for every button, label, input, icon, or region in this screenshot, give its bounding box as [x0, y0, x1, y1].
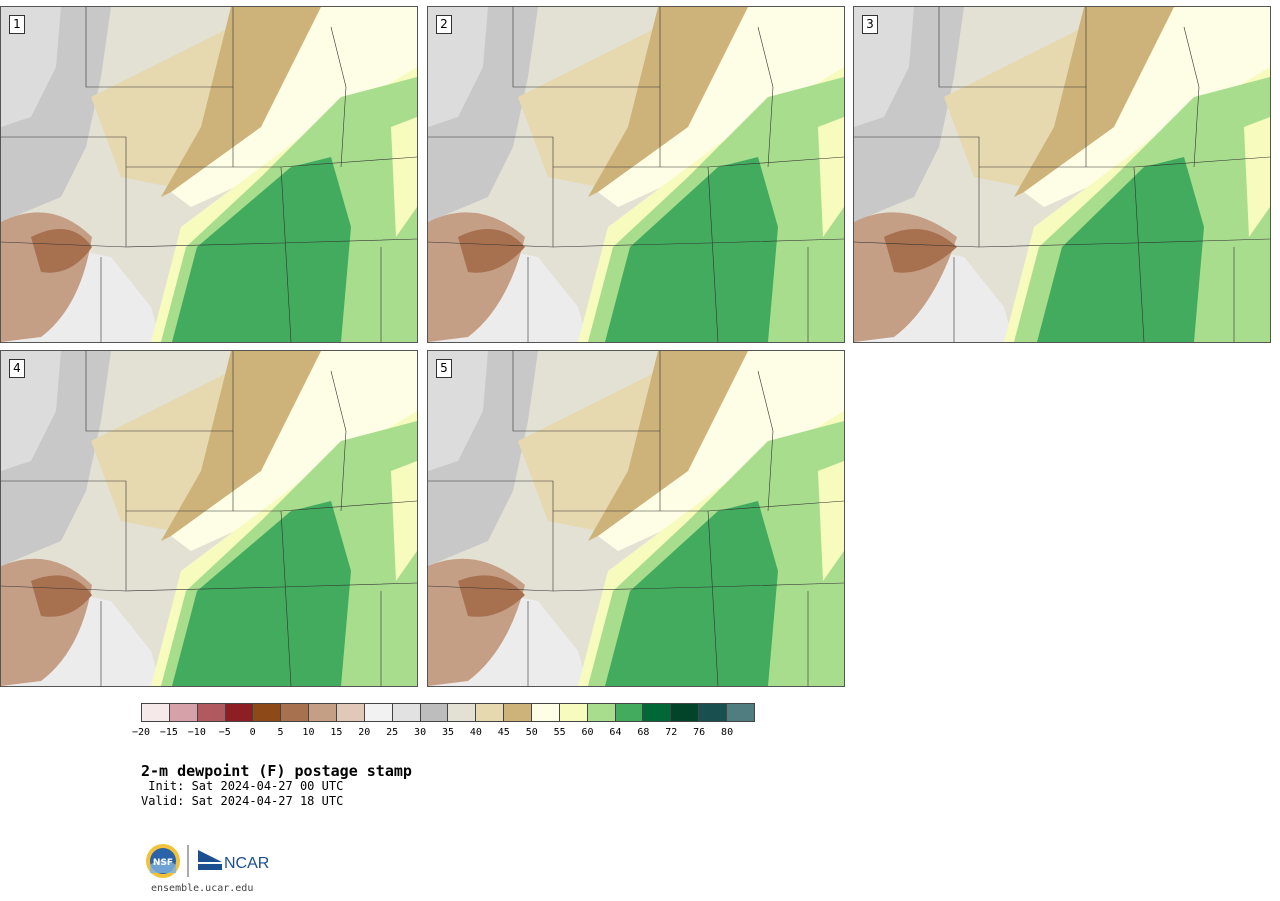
colorbar-swatch	[309, 704, 338, 721]
colorbar-tick-label: 5	[277, 727, 284, 738]
member-panel-1: 1	[0, 6, 418, 343]
dewpoint-map	[854, 7, 1270, 342]
colorbar-tick-label: −15	[159, 727, 178, 738]
colorbar-swatch	[448, 704, 477, 721]
colorbar-tick-label: 10	[302, 727, 315, 738]
member-panel-5: 5	[427, 350, 845, 687]
colorbar-tick-label: 80	[721, 727, 734, 738]
map-title: 2-m dewpoint (F) postage stamp	[141, 762, 412, 780]
init-time: Init: Sat 2024-04-27 00 UTC	[141, 779, 344, 793]
dewpoint-map	[1, 351, 417, 686]
colorbar-tick-label: 76	[693, 727, 706, 738]
colorbar-tick-label: 55	[553, 727, 566, 738]
colorbar-swatch	[225, 704, 254, 721]
logos: NSF NCAR	[144, 843, 274, 881]
colorbar-tick-label: 30	[414, 727, 427, 738]
dewpoint-map	[428, 7, 844, 342]
colorbar-swatch	[532, 704, 560, 721]
colorbar-tick-label: 72	[665, 727, 678, 738]
member-panel-3: 3	[853, 6, 1271, 343]
colorbar-swatch	[169, 704, 198, 721]
member-panel-2: 2	[427, 6, 845, 343]
colorbar-swatch	[142, 704, 170, 721]
colorbar-tick-label: 60	[581, 727, 594, 738]
colorbar-tick-label: 68	[637, 727, 650, 738]
colorbar-tick-label: 45	[497, 727, 510, 738]
colorbar-swatch	[364, 704, 393, 721]
member-panel-4: 4	[0, 350, 418, 687]
colorbar-tick-label: 50	[525, 727, 538, 738]
colorbar-swatch	[476, 704, 505, 721]
colorbar-swatch	[420, 704, 449, 721]
colorbar-tick-label: 25	[386, 727, 399, 738]
member-number-badge: 2	[436, 15, 452, 34]
colorbar-ticks: −20 −15 −10 −5 0 5 10 15 20 25 30 35 40 45 50 55 60 64 68 7…	[132, 727, 755, 741]
colorbar-swatch	[504, 704, 533, 721]
colorbar-swatch	[337, 704, 365, 721]
colorbar-swatch	[587, 704, 616, 721]
colorbar-swatch	[699, 704, 728, 721]
colorbar-tick-label: 0	[249, 727, 256, 738]
colorbar-swatch	[615, 704, 644, 721]
dewpoint-map	[1, 7, 417, 342]
valid-time: Valid: Sat 2024-04-27 18 UTC	[141, 794, 344, 808]
colorbar-tick-label: 64	[609, 727, 622, 738]
colorbar-swatch	[253, 704, 282, 721]
nsf-logo-text: NSF	[153, 858, 173, 868]
colorbar-swatch	[197, 704, 226, 721]
colorbar-swatch	[671, 704, 700, 721]
ncar-logo: NCAR	[198, 850, 269, 872]
colorbar-tick-label: −5	[218, 727, 231, 738]
dewpoint-map	[428, 351, 844, 686]
footer-url: ensemble.ucar.edu	[151, 883, 254, 894]
colorbar-swatch	[727, 704, 754, 721]
colorbar-swatch	[392, 704, 421, 721]
member-number-badge: 1	[9, 15, 25, 34]
member-number-badge: 4	[9, 359, 25, 378]
nsf-logo: NSF	[146, 844, 180, 878]
colorbar-tick-label: −20	[131, 727, 151, 738]
colorbar-tick-label: 15	[330, 727, 343, 738]
colorbar-swatch	[643, 704, 672, 721]
colorbar-swatch	[281, 704, 310, 721]
ncar-logo-text: NCAR	[224, 855, 269, 872]
colorbar-tick-label: 35	[441, 727, 455, 738]
member-number-badge: 3	[862, 15, 878, 34]
colorbar-tick-label: 20	[358, 727, 371, 738]
colorbar-tick-label: −10	[187, 727, 206, 738]
colorbar-tick-label: 40	[469, 727, 482, 738]
member-number-badge: 5	[436, 359, 452, 378]
colorbar-swatch	[559, 704, 588, 721]
colorbar	[141, 703, 755, 722]
